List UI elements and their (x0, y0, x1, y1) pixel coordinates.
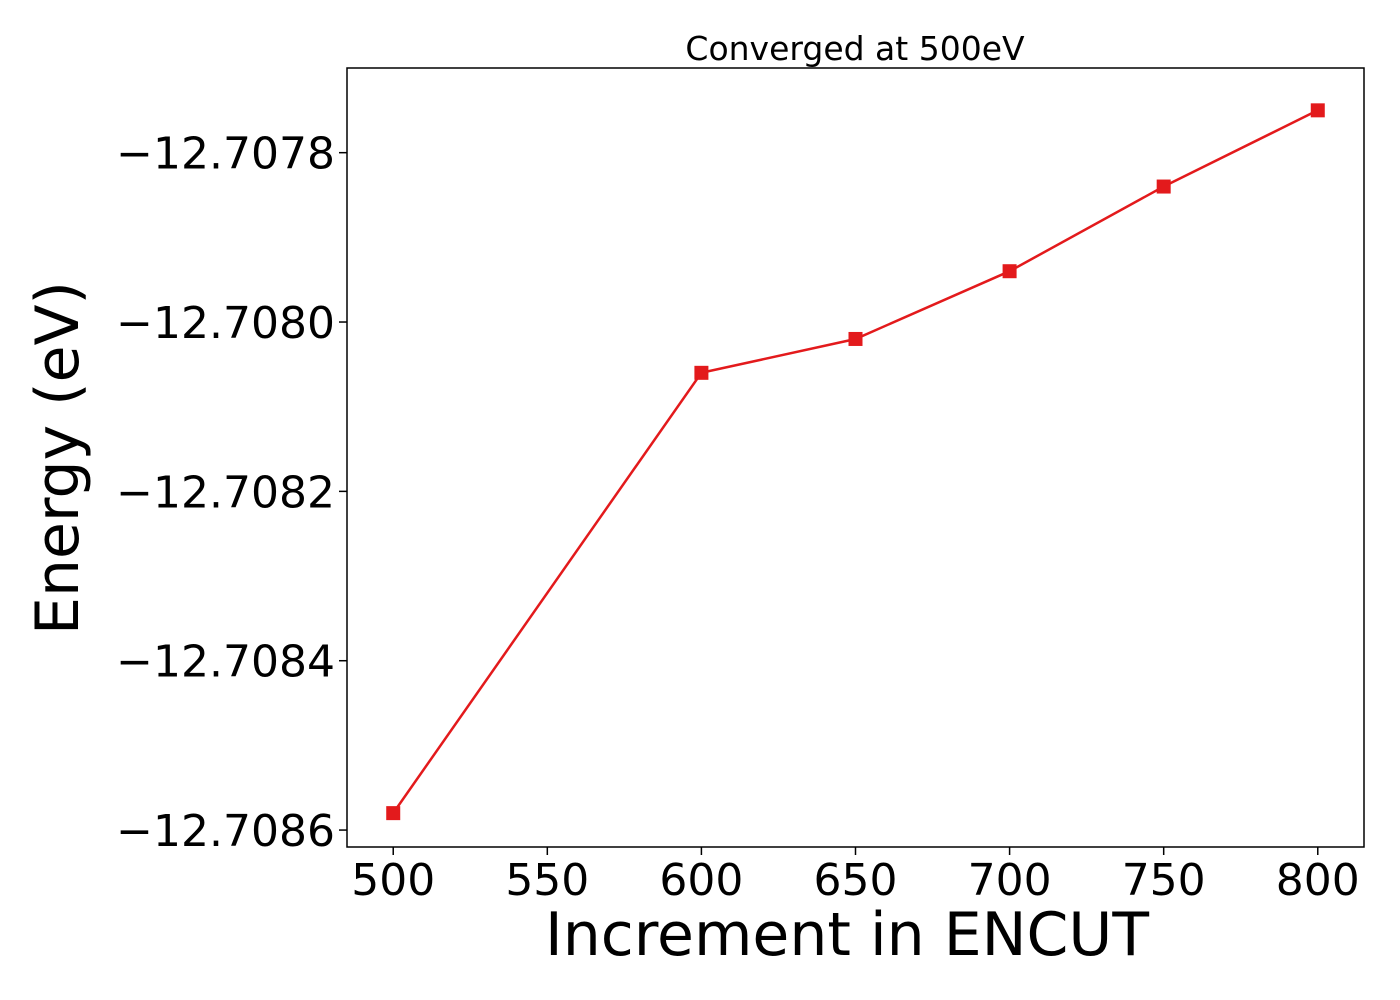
data-point-marker (1310, 103, 1325, 118)
x-tick-label: 500 (351, 855, 435, 906)
x-axis: 500 550 600 650 700 750 800 (351, 847, 1360, 906)
data-point-marker (694, 365, 709, 380)
y-axis-title: Energy (eV) (23, 281, 93, 635)
series-markers (386, 103, 1325, 821)
y-tick-label: −12.7084 (116, 637, 335, 688)
y-tick-label: −12.7078 (116, 129, 335, 180)
y-tick-label: −12.7080 (116, 298, 335, 349)
x-tick-label: 700 (968, 855, 1052, 906)
chart-title: Converged at 500eV (685, 29, 1025, 68)
data-point-marker (848, 331, 863, 346)
x-tick-label: 750 (1122, 855, 1206, 906)
data-point-marker (1156, 179, 1171, 194)
y-axis: −12.7086 −12.7084 −12.7082 −12.7080 −12.7078 (116, 129, 347, 857)
data-point-marker (1002, 264, 1017, 279)
y-tick-label: −12.7086 (116, 806, 335, 857)
series-line (392, 109, 1319, 814)
plot-area-frame (346, 67, 1365, 848)
x-tick-label: 800 (1276, 855, 1360, 906)
x-axis-title: Increment in ENCUT (545, 900, 1149, 970)
data-point-marker (386, 806, 401, 821)
x-tick-label: 550 (505, 855, 589, 906)
x-tick-label: 600 (659, 855, 743, 906)
y-tick-label: −12.7082 (116, 467, 335, 518)
x-tick-label: 650 (814, 855, 898, 906)
